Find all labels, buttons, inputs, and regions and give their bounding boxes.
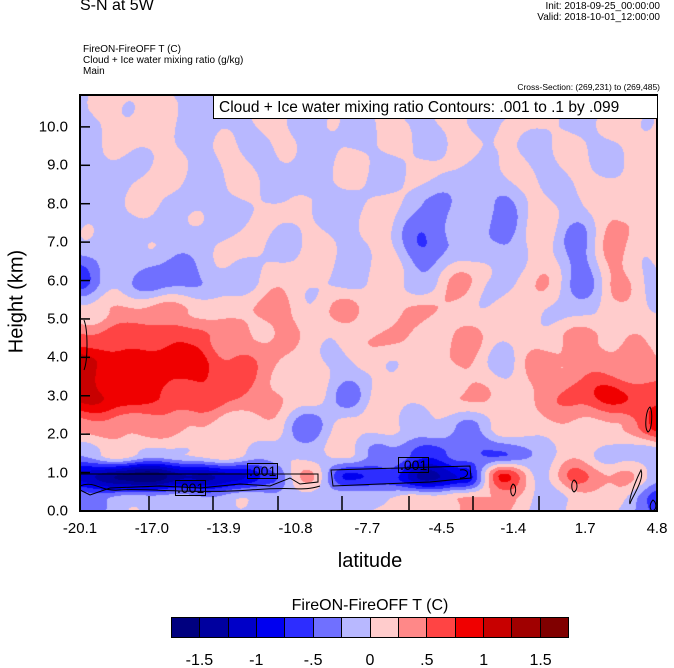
x-tick-label: 4.8 xyxy=(646,520,668,537)
plot-title: S-N at 5W xyxy=(80,0,154,14)
colorbar-swatch xyxy=(540,618,569,637)
colorbar-label: 0 xyxy=(365,652,375,668)
y-tick-label: 4.0 xyxy=(47,348,68,366)
contour-line xyxy=(459,469,468,479)
x-axis-label: latitude xyxy=(337,550,403,572)
contour-line xyxy=(510,483,517,497)
colorbar-swatch xyxy=(257,618,286,637)
valid-time: Valid: 2018-10-01_12:00:00 xyxy=(537,12,660,23)
colorbar-swatch xyxy=(398,618,428,637)
y-tick-label: 0.0 xyxy=(47,502,68,520)
contour-line xyxy=(330,465,472,487)
contour-line xyxy=(629,468,643,505)
contour-legend: Cloud + Ice water mixing ratio Contours:… xyxy=(213,95,658,119)
plot-frame xyxy=(79,94,658,512)
colorbar-title: FireON-FireOFF T (C) xyxy=(291,597,449,614)
x-tick-label: -13.9 xyxy=(206,520,241,537)
y-tick-label: 2.0 xyxy=(47,425,68,443)
y-tick-label: 6.0 xyxy=(47,272,68,290)
colorbar-label: .5 xyxy=(420,652,434,668)
x-tick-label: -1.4 xyxy=(500,520,527,537)
x-tick-label: -4.5 xyxy=(428,520,455,537)
colorbar-swatch xyxy=(228,618,258,637)
colorbar-swatch xyxy=(427,618,456,637)
cloud-contours xyxy=(79,319,657,512)
y-tick-label: 1.0 xyxy=(47,464,68,482)
colorbar-label: -.5 xyxy=(303,652,323,668)
x-tick-label: -10.8 xyxy=(278,520,313,537)
x-tick-label: -7.7 xyxy=(354,520,381,537)
colorbar-swatch xyxy=(285,618,314,637)
contour-line xyxy=(571,479,578,493)
axis-ticks xyxy=(79,496,540,511)
contour-line xyxy=(79,483,321,492)
colorbar-swatch xyxy=(512,618,541,637)
colorbar-label: -1 xyxy=(249,652,264,668)
colorbar-label: 1 xyxy=(479,652,489,668)
contour-label: .001 xyxy=(247,463,279,479)
colorbar-swatch xyxy=(342,618,371,637)
colorbar-swatch xyxy=(172,618,201,637)
init-time: Init: 2018-09-25_00:00:00 xyxy=(545,1,660,12)
y-tick-label: 5.0 xyxy=(47,310,68,328)
x-tick-label: -17.0 xyxy=(134,520,169,537)
y-tick-label: 10.0 xyxy=(38,118,68,136)
colorbar-swatch xyxy=(313,618,343,637)
x-tick-label: 1.7 xyxy=(574,520,596,537)
colorbar-swatch xyxy=(370,618,399,637)
contour-label: .001 xyxy=(175,480,207,496)
contour-line xyxy=(645,406,653,433)
x-tick-label: -20.1 xyxy=(62,520,98,537)
contour-line xyxy=(83,319,88,371)
y-tick-label: 7.0 xyxy=(47,233,68,251)
colorbar-swatch xyxy=(483,618,513,637)
y-axis-label: Height (km) xyxy=(5,249,28,354)
subtitle-contour: Cloud + Ice water mixing ratio (g/kg) xyxy=(83,55,244,66)
subtitle-domain: Main xyxy=(83,66,105,77)
colorbar-swatch xyxy=(455,618,484,637)
temperature-difference-field xyxy=(80,95,657,511)
colorbar xyxy=(171,617,569,638)
y-tick-label: 3.0 xyxy=(47,387,68,405)
y-tick-label: 8.0 xyxy=(47,195,68,213)
contour-line xyxy=(649,499,657,512)
colorbar-label: 1.5 xyxy=(529,652,552,668)
subtitle-field: FireON-FireOFF T (C) xyxy=(83,44,181,55)
colorbar-swatch xyxy=(200,618,229,637)
colorbar-label: -1.5 xyxy=(185,652,214,668)
contour-label: .001 xyxy=(398,457,430,473)
y-tick-label: 9.0 xyxy=(47,156,68,174)
cross-section-label: Cross-Section: (269,231) to (269,485) xyxy=(517,82,660,92)
